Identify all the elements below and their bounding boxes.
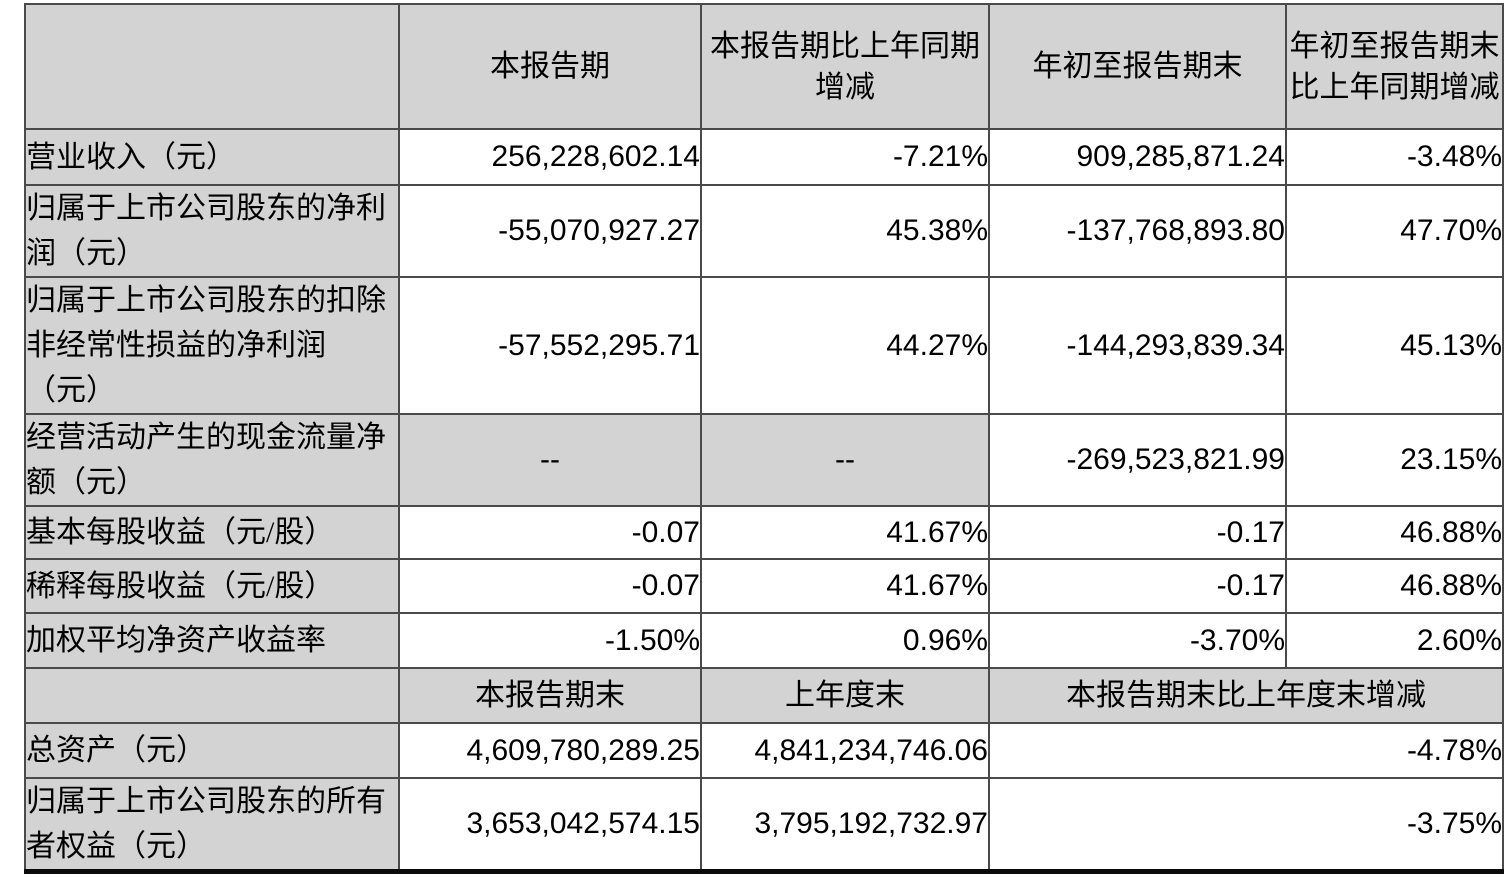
cell-value: 44.27% [700, 276, 990, 415]
cell-value: -0.17 [988, 558, 1287, 614]
cell-value: 3,653,042,574.15 [398, 777, 702, 873]
cell-value: 41.67% [700, 505, 990, 560]
cell-value: 4,609,780,289.25 [398, 722, 702, 779]
cell-value: -3.75% [988, 777, 1504, 873]
cell-value: -137,768,893.80 [988, 184, 1287, 278]
row-label: 稀释每股收益（元/股） [24, 558, 400, 614]
subheader-prior-year-end: 上年度末 [700, 667, 990, 724]
row-label: 归属于上市公司股东的所有者权益（元） [24, 777, 400, 873]
row-label: 归属于上市公司股东的扣除非经常性损益的净利润（元） [24, 276, 400, 415]
row-label: 营业收入（元） [24, 128, 400, 186]
table-row: 归属于上市公司股东的所有者权益（元） 3,653,042,574.15 3,79… [24, 777, 1504, 873]
table-row: 归属于上市公司股东的扣除非经常性损益的净利润（元） -57,552,295.71… [24, 276, 1504, 415]
cell-value: -3.70% [988, 612, 1287, 669]
header-ytd: 年初至报告期末 [988, 3, 1287, 130]
header-ytd-vs-prior: 年初至报告期末比上年同期增减 [1285, 3, 1504, 130]
row-label: 总资产（元） [24, 722, 400, 779]
table-row: 总资产（元） 4,609,780,289.25 4,841,234,746.06… [24, 722, 1504, 779]
table-row: 基本每股收益（元/股） -0.07 41.67% -0.17 46.88% [24, 505, 1504, 560]
cell-value: -4.78% [988, 722, 1504, 779]
header-current-period: 本报告期 [398, 3, 702, 130]
header-corner-cell [24, 3, 400, 130]
cell-value: -- [398, 413, 702, 507]
header-current-vs-prior: 本报告期比上年同期增减 [700, 3, 990, 130]
table-row: 经营活动产生的现金流量净额（元） -- -- -269,523,821.99 2… [24, 413, 1504, 507]
cell-value: 4,841,234,746.06 [700, 722, 990, 779]
cell-value: -0.07 [398, 505, 702, 560]
cell-value: 256,228,602.14 [398, 128, 702, 186]
subheader-period-end-vs-prior: 本报告期末比上年度末增减 [988, 667, 1504, 724]
table-row: 加权平均净资产收益率 -1.50% 0.96% -3.70% 2.60% [24, 612, 1504, 669]
cell-value: -0.17 [988, 505, 1287, 560]
cell-value: -144,293,839.34 [988, 276, 1287, 415]
cell-value: -7.21% [700, 128, 990, 186]
subheader-period-end: 本报告期末 [398, 667, 702, 724]
cell-value: -0.07 [398, 558, 702, 614]
subheader-corner-cell [24, 667, 400, 724]
table-subheader-row: 本报告期末 上年度末 本报告期末比上年度末增减 [24, 667, 1504, 724]
cell-value: 23.15% [1285, 413, 1504, 507]
row-label: 经营活动产生的现金流量净额（元） [24, 413, 400, 507]
cell-value: 45.38% [700, 184, 990, 278]
cell-value: -55,070,927.27 [398, 184, 702, 278]
cell-value: 46.88% [1285, 505, 1504, 560]
cell-value: 3,795,192,732.97 [700, 777, 990, 873]
financial-summary-table: 本报告期 本报告期比上年同期增减 年初至报告期末 年初至报告期末比上年同期增减 … [24, 3, 1504, 874]
cell-value: -57,552,295.71 [398, 276, 702, 415]
table-header-row: 本报告期 本报告期比上年同期增减 年初至报告期末 年初至报告期末比上年同期增减 [24, 3, 1504, 130]
cell-value: -1.50% [398, 612, 702, 669]
cell-value: -269,523,821.99 [988, 413, 1287, 507]
cell-value: 0.96% [700, 612, 990, 669]
cell-value: 2.60% [1285, 612, 1504, 669]
cell-value: -3.48% [1285, 128, 1504, 186]
table-row: 归属于上市公司股东的净利润（元） -55,070,927.27 45.38% -… [24, 184, 1504, 278]
cell-value: 46.88% [1285, 558, 1504, 614]
table-row: 稀释每股收益（元/股） -0.07 41.67% -0.17 46.88% [24, 558, 1504, 614]
cell-value: -- [700, 413, 990, 507]
row-label: 加权平均净资产收益率 [24, 612, 400, 669]
cell-value: 41.67% [700, 558, 990, 614]
cell-value: 47.70% [1285, 184, 1504, 278]
table-row: 营业收入（元） 256,228,602.14 -7.21% 909,285,87… [24, 128, 1504, 186]
cell-value: 909,285,871.24 [988, 128, 1287, 186]
cell-value: 45.13% [1285, 276, 1504, 415]
row-label: 基本每股收益（元/股） [24, 505, 400, 560]
row-label: 归属于上市公司股东的净利润（元） [24, 184, 400, 278]
